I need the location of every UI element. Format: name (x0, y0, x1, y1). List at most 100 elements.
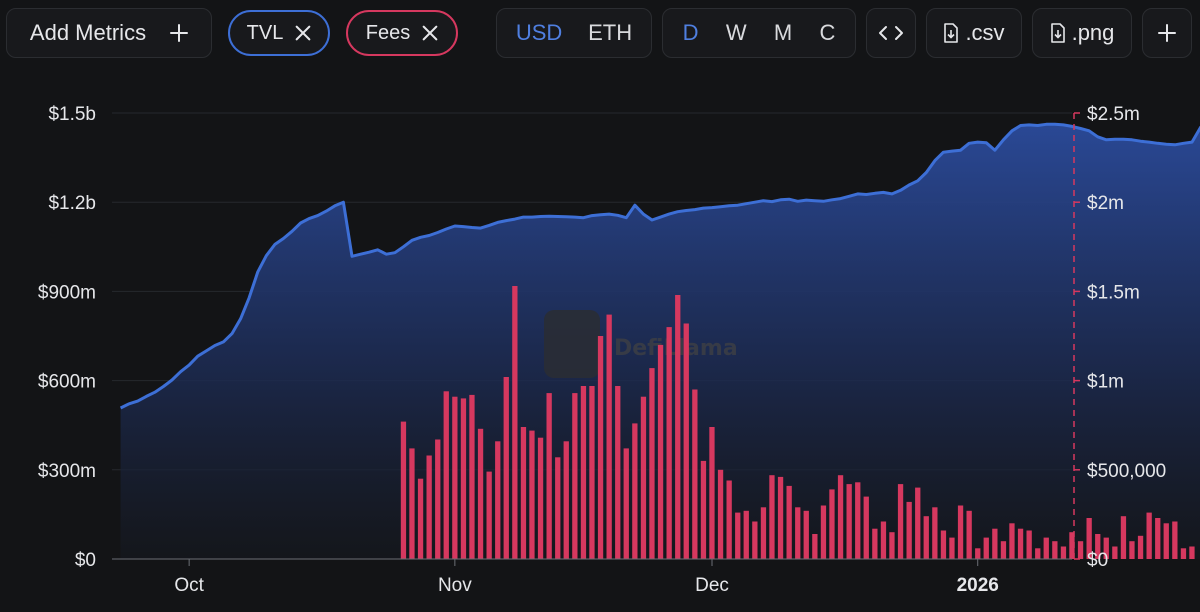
y-right-tick-label: $2m (1087, 193, 1124, 214)
y-left-tick-label: $300m (38, 461, 96, 482)
add-metrics-button[interactable]: Add Metrics (6, 8, 212, 58)
fees-bar (735, 512, 741, 559)
fees-bar (1069, 532, 1075, 559)
fees-bar (726, 480, 732, 559)
y-left-tick-label: $1.5b (48, 104, 96, 125)
fees-bar (803, 510, 809, 559)
fees-bar (855, 482, 861, 559)
currency-option-usd[interactable]: USD (515, 20, 563, 45)
fees-bar (923, 516, 929, 559)
fees-bar (949, 537, 955, 559)
fees-bar (495, 441, 501, 559)
fees-bar (1180, 548, 1187, 559)
metric-chip-tvl[interactable]: TVL (228, 10, 330, 56)
y-left-tick-label: $1.2b (48, 193, 96, 214)
interval-option-d[interactable]: D (682, 20, 699, 45)
download-csv-button[interactable]: .csv (926, 8, 1022, 58)
fees-bar (1095, 534, 1101, 559)
fees-bar (1060, 546, 1067, 559)
fees-bar (640, 396, 647, 559)
fees-bar (1112, 546, 1118, 559)
axes: $0 $300m $600m $900m $1.2b $1.5b $0 $500,000 $1m… (38, 104, 1166, 596)
code-icon (879, 26, 903, 40)
fees-bar (512, 286, 518, 559)
y-right-tick-label: $0 (1087, 550, 1108, 571)
y-right-tick-label: $1.5m (1087, 282, 1140, 303)
fees-bar (555, 457, 561, 559)
download-csv-label: .csv (965, 20, 1005, 45)
fees-bar (1103, 537, 1109, 559)
fees-bar (1077, 541, 1084, 559)
fees-bar (503, 377, 509, 559)
fees-bar (692, 389, 698, 559)
tvl-area (120, 124, 1200, 559)
fees-bar (529, 430, 535, 559)
fees-bar (975, 548, 981, 559)
fees-bar (769, 475, 775, 559)
fees-bar (743, 510, 749, 559)
fees-bar (837, 475, 844, 559)
fees-bar (863, 496, 869, 559)
download-png-label: .png (1071, 20, 1115, 45)
fees-bar (1155, 518, 1161, 559)
fees-bar (786, 485, 792, 559)
fees-bar (717, 469, 724, 559)
fees-bar (520, 427, 527, 559)
metric-chip-tvl-label: TVL (246, 21, 284, 44)
y-right-tick-label: $2.5m (1087, 104, 1140, 125)
download-png-button[interactable]: .png (1032, 8, 1132, 58)
fees-bar (966, 510, 972, 559)
interval-option-m[interactable]: M (773, 20, 793, 45)
fees-bar (409, 448, 415, 559)
fees-bar (872, 528, 878, 559)
fees-bar (752, 521, 758, 559)
plus-icon (1158, 24, 1176, 42)
fees-series (400, 286, 1195, 559)
currency-option-eth[interactable]: ETH (588, 20, 633, 45)
fees-bar (846, 484, 852, 559)
toolbar: Add Metrics TVL Fees USD ETH D W M C .cs… (0, 0, 1200, 70)
interval-option-w[interactable]: W (725, 20, 747, 45)
fees-bar (563, 441, 569, 559)
fees-bar (709, 427, 715, 559)
x-tick-label: Oct (174, 575, 204, 596)
fees-bar (1052, 541, 1058, 559)
x-tick-label: Nov (438, 575, 472, 596)
fees-bar (1043, 537, 1049, 559)
fees-bar (649, 368, 655, 559)
close-icon[interactable] (422, 25, 438, 41)
fees-bar (992, 528, 998, 559)
fees-bar (546, 393, 552, 559)
fees-bar (589, 386, 595, 559)
y-right-tick-label: $1m (1087, 372, 1124, 393)
file-download-icon (944, 23, 959, 43)
fees-bar (683, 323, 689, 559)
fees-bar (452, 396, 458, 559)
fees-bar (486, 471, 492, 559)
fees-bar (915, 487, 921, 559)
add-chart-button[interactable] (1142, 8, 1192, 58)
fees-bar (777, 476, 784, 559)
fees-bar (880, 521, 887, 559)
fees-bar (675, 295, 681, 559)
fees-bar (417, 478, 424, 559)
metric-chip-fees[interactable]: Fees (346, 10, 458, 56)
fees-bar (1009, 523, 1015, 559)
fees-bar (1129, 541, 1135, 559)
fees-bar (426, 455, 432, 559)
fees-bar (760, 507, 767, 559)
y-left-tick-label: $600m (38, 372, 96, 393)
fees-bar (477, 428, 484, 559)
plus-icon (170, 24, 189, 42)
fees-bar (906, 501, 912, 559)
fees-bar (1120, 516, 1127, 559)
y-left-tick-label: $0 (75, 550, 96, 571)
close-icon[interactable] (295, 25, 311, 41)
fees-bar (623, 448, 629, 559)
fees-bar (597, 336, 604, 559)
embed-button[interactable] (866, 8, 916, 58)
interval-option-c[interactable]: C (819, 20, 836, 45)
x-tick-label: Dec (695, 575, 729, 596)
fees-bar (443, 391, 449, 559)
fees-bar (932, 507, 938, 559)
